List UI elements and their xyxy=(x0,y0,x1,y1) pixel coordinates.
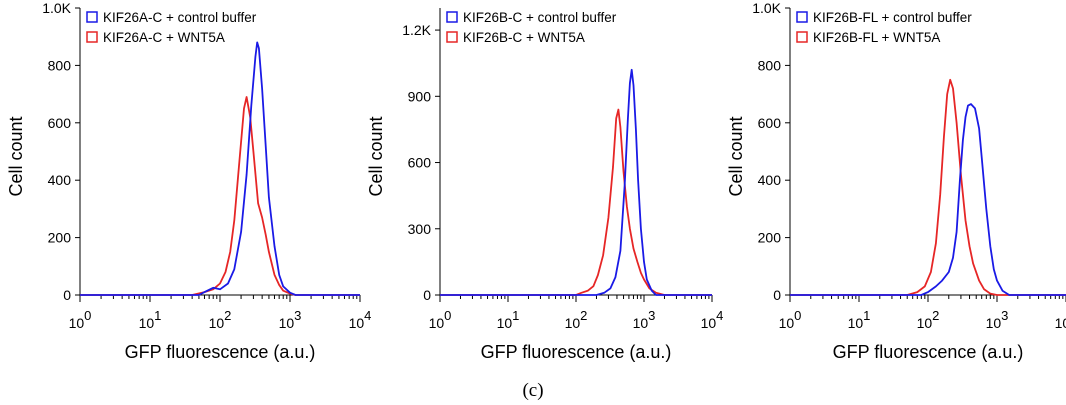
x-axis-title: GFP fluorescence (a.u.) xyxy=(125,342,316,362)
x-tick-label: 101 xyxy=(497,308,520,331)
y-tick-label: 900 xyxy=(408,88,432,104)
y-tick-label: 800 xyxy=(48,57,72,73)
legend-label: KIF26B-C + control buffer xyxy=(463,10,617,25)
y-tick-label: 1.0K xyxy=(42,0,71,16)
legend-swatch xyxy=(86,31,98,43)
x-tick-label: 102 xyxy=(917,308,940,331)
x-tick-label: 101 xyxy=(139,308,162,331)
x-tick-label: 100 xyxy=(69,308,92,331)
y-tick-label: 300 xyxy=(408,221,432,237)
chart-panel-1: 0 200 400 600 800 1.0K 100 101 102 103 104 Cell cou… xyxy=(6,0,371,362)
legend-swatch xyxy=(86,11,98,23)
y-tick-label: 200 xyxy=(48,230,72,246)
legend-label: KIF26B-C + WNT5A xyxy=(463,30,585,45)
chart-panel-2: 0 300 600 900 1.2K 100 101 102 103 104 Cell count G… xyxy=(366,8,723,362)
x-tick-label: 103 xyxy=(986,308,1009,331)
y-axis-title: Cell count xyxy=(6,116,26,196)
series-line xyxy=(440,68,712,296)
x-axis-title: GFP fluorescence (a.u.) xyxy=(481,342,672,362)
x-tick-label: 100 xyxy=(429,308,452,331)
panel-label: (c) xyxy=(522,380,544,401)
y-tick-label: 0 xyxy=(63,287,71,303)
x-tick-label: 104 xyxy=(1055,308,1066,331)
series-line xyxy=(80,41,360,296)
y-tick-label: 600 xyxy=(48,115,72,131)
y-tick-label: 800 xyxy=(758,57,782,73)
x-tick-label: 103 xyxy=(279,308,302,331)
y-tick-label: 400 xyxy=(48,172,72,188)
y-axis-title: Cell count xyxy=(726,116,746,196)
x-tick-label: 102 xyxy=(209,308,232,331)
y-tick-label: 200 xyxy=(758,230,782,246)
x-tick-label: 101 xyxy=(848,308,871,331)
y-axis-title: Cell count xyxy=(366,116,386,196)
chart-panel-3: 0 200 400 600 800 1.0K 100 101 102 103 104 Cell cou… xyxy=(726,0,1066,362)
y-tick-label: 600 xyxy=(408,155,432,171)
legend-label: KIF26B-FL + WNT5A xyxy=(813,30,940,45)
x-tick-label: 103 xyxy=(633,308,656,331)
y-tick-label: 400 xyxy=(758,172,782,188)
legend-label: KIF26A-C + WNT5A xyxy=(103,30,225,45)
legend-swatch xyxy=(446,11,458,23)
y-tick-label: 1.2K xyxy=(402,22,431,38)
legend-swatch xyxy=(796,11,808,23)
x-tick-label: 102 xyxy=(565,308,588,331)
x-tick-label: 104 xyxy=(701,308,724,331)
x-tick-label: 104 xyxy=(349,308,372,331)
series-line xyxy=(790,103,1066,296)
x-tick-label: 100 xyxy=(779,308,802,331)
legend-swatch xyxy=(446,31,458,43)
legend-swatch xyxy=(796,31,808,43)
legend-label: KIF26B-FL + control buffer xyxy=(813,10,972,25)
y-tick-label: 600 xyxy=(758,115,782,131)
series-line xyxy=(790,78,1066,296)
y-tick-label: 1.0K xyxy=(752,0,781,16)
series-line xyxy=(80,96,360,296)
legend-label: KIF26A-C + control buffer xyxy=(103,10,257,25)
x-axis-title: GFP fluorescence (a.u.) xyxy=(833,342,1024,362)
y-tick-label: 0 xyxy=(423,287,431,303)
y-tick-label: 0 xyxy=(773,287,781,303)
series-line xyxy=(440,108,712,296)
